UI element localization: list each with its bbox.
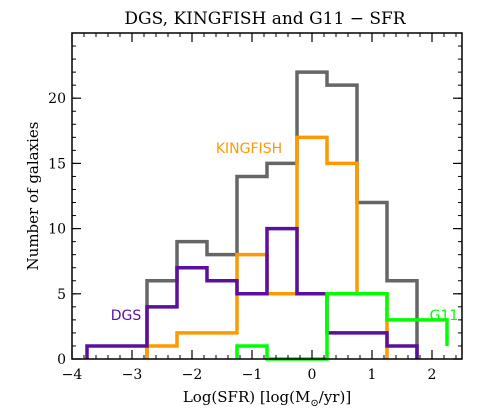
- y-tick-label: 10: [48, 222, 66, 238]
- series-annotation-label: KINGFISH: [216, 141, 282, 157]
- series-annotation-label: DGS: [111, 308, 142, 324]
- x-tick-label: 2: [428, 367, 437, 383]
- series-step-line-2: [85, 226, 419, 359]
- y-tick-label: 20: [48, 91, 66, 107]
- y-tick-label: 5: [57, 287, 66, 303]
- x-axis-label: Log(SFR) [log(M⊙/yr)]: [183, 388, 351, 409]
- x-tick-label: −3: [122, 367, 143, 383]
- series-step-line-3: [235, 292, 449, 361]
- x-tick-label: 0: [308, 367, 317, 383]
- x-tick-label: −1: [242, 367, 263, 383]
- series-layer: [85, 70, 449, 361]
- x-tick-label: −4: [62, 367, 83, 383]
- x-tick-label: 1: [368, 367, 377, 383]
- y-tick-label: 0: [57, 352, 66, 368]
- chart-title: DGS, KINGFISH and G11 − SFR: [124, 9, 406, 29]
- series-annotation-label: G11: [430, 308, 459, 324]
- y-tick-label: 15: [48, 156, 66, 172]
- series-step-line-0: [145, 70, 419, 359]
- plot-frame: [71, 32, 463, 360]
- x-tick-label: −2: [182, 367, 203, 383]
- y-axis-label: Number of galaxies: [24, 122, 42, 271]
- annotation-layer: KINGFISH DGS G11: [111, 141, 459, 324]
